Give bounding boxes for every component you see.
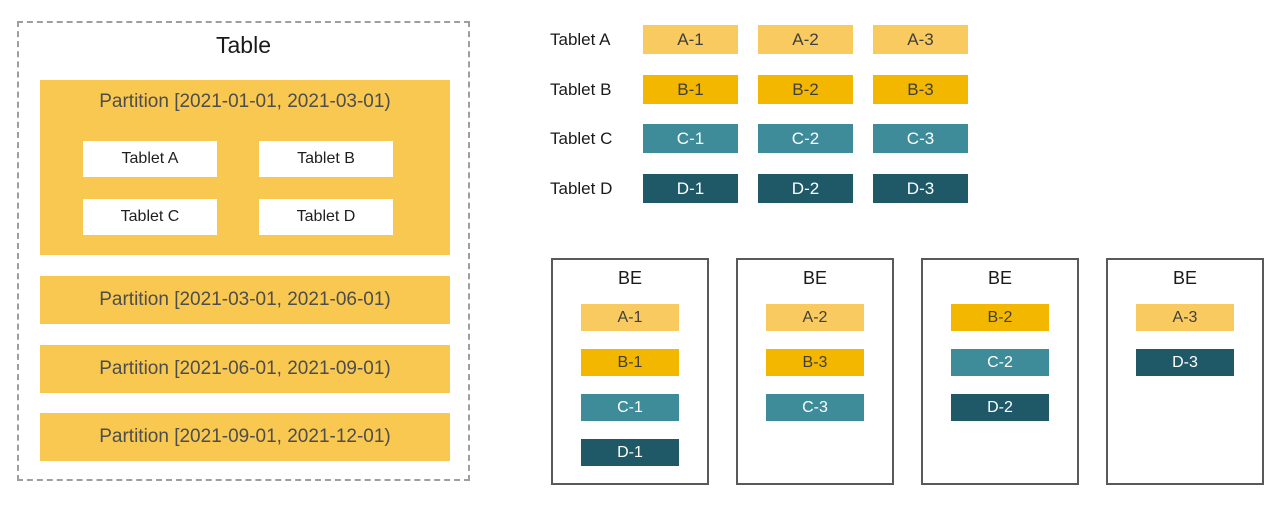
replica-chip: B-3 xyxy=(766,349,864,376)
replica-chip: B-2 xyxy=(758,75,853,104)
partition-box: Partition [2021-06-01, 2021-09-01) xyxy=(40,345,450,393)
tablet-box: Tablet D xyxy=(259,199,393,235)
replica-chip: B-1 xyxy=(643,75,738,104)
replica-chip: A-2 xyxy=(766,304,864,331)
partition-box: Partition [2021-01-01, 2021-03-01) Table… xyxy=(40,80,450,255)
be-node-box: BE A-1 B-1 C-1 D-1 xyxy=(551,258,709,485)
replica-chip: B-2 xyxy=(951,304,1049,331)
tablet-box: Tablet B xyxy=(259,141,393,177)
be-node-label: BE xyxy=(802,268,827,288)
tablet-box: Tablet A xyxy=(83,141,217,177)
replica-chip: A-3 xyxy=(873,25,968,54)
replica-chip: B-3 xyxy=(873,75,968,104)
replica-chip: D-3 xyxy=(1136,349,1234,376)
replica-chip: D-1 xyxy=(581,439,679,466)
tablet-row-label: Tablet C xyxy=(550,129,613,148)
tablet-box: Tablet C xyxy=(83,199,217,235)
table-title: Table xyxy=(216,32,271,58)
be-node-label: BE xyxy=(617,268,642,288)
replica-chip: C-2 xyxy=(951,349,1049,376)
replica-chip: D-2 xyxy=(951,394,1049,421)
tablet-row-label: Tablet A xyxy=(550,30,611,49)
replica-chip: C-3 xyxy=(766,394,864,421)
replica-chip: B-1 xyxy=(581,349,679,376)
partition-box: Partition [2021-03-01, 2021-06-01) xyxy=(40,276,450,324)
partition-label: Partition [2021-01-01, 2021-03-01) xyxy=(99,91,391,112)
replica-chip: D-3 xyxy=(873,174,968,203)
partition-box: Partition [2021-09-01, 2021-12-01) xyxy=(40,413,450,461)
replica-chip: C-3 xyxy=(873,124,968,153)
replica-chip: A-3 xyxy=(1136,304,1234,331)
replica-chip: C-1 xyxy=(581,394,679,421)
be-node-box: BE A-2 B-3 C-3 xyxy=(736,258,894,485)
replica-chip: C-1 xyxy=(643,124,738,153)
be-node-label: BE xyxy=(987,268,1012,288)
tablet-row-label: Tablet D xyxy=(550,179,613,198)
be-node-box: BE B-2 C-2 D-2 xyxy=(921,258,1079,485)
replica-chip: D-2 xyxy=(758,174,853,203)
table-container: Table Partition [2021-01-01, 2021-03-01)… xyxy=(17,21,470,481)
replica-chip: A-1 xyxy=(581,304,679,331)
replica-chip: D-1 xyxy=(643,174,738,203)
replica-chip: C-2 xyxy=(758,124,853,153)
replica-chip: A-1 xyxy=(643,25,738,54)
be-node-box: BE A-3 D-3 xyxy=(1106,258,1264,485)
replica-chip: A-2 xyxy=(758,25,853,54)
be-node-label: BE xyxy=(1172,268,1197,288)
tablet-row-label: Tablet B xyxy=(550,80,612,99)
